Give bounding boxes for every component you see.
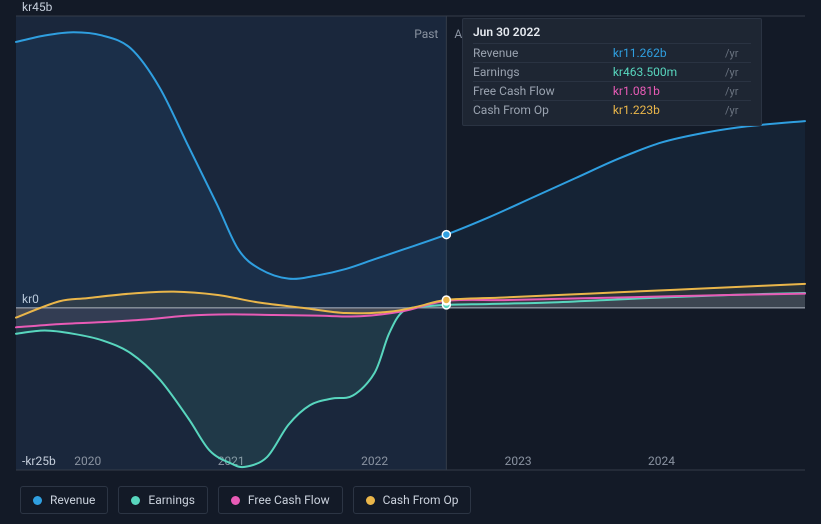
tooltip-row: Earningskr463.500m/yr (473, 63, 751, 82)
legend-dot-icon (33, 496, 42, 505)
past-label: Past (414, 27, 438, 41)
legend: Revenue Earnings Free Cash Flow Cash From O… (20, 486, 471, 514)
legend-dot-icon (131, 496, 140, 505)
tooltip-row-unit: /yr (721, 63, 751, 82)
legend-dot-icon (366, 496, 375, 505)
tooltip-row-value: kr1.081b (603, 82, 721, 101)
tooltip-row: Free Cash Flowkr1.081b/yr (473, 82, 751, 101)
tooltip-row-unit: /yr (721, 101, 751, 120)
cfo-marker (442, 296, 450, 304)
tooltip-row-label: Free Cash Flow (473, 82, 603, 101)
revenue-marker (442, 231, 450, 239)
tooltip-row-label: Earnings (473, 63, 603, 82)
tooltip-row-unit: /yr (721, 44, 751, 63)
legend-label: Cash From Op (383, 493, 459, 507)
tooltip-row-label: Revenue (473, 44, 603, 63)
legend-label: Earnings (148, 493, 195, 507)
hover-tooltip: Jun 30 2022 Revenuekr11.262b/yrEarningsk… (462, 18, 762, 126)
tooltip-row: Cash From Opkr1.223b/yr (473, 101, 751, 120)
x-axis-label: 2023 (505, 454, 532, 468)
x-axis-label: 2024 (648, 454, 675, 468)
legend-label: Free Cash Flow (248, 493, 330, 507)
legend-item-revenue[interactable]: Revenue (20, 486, 108, 514)
legend-label: Revenue (50, 493, 95, 507)
y-axis-label: kr45b (22, 0, 53, 14)
tooltip-row-value: kr11.262b (603, 44, 721, 63)
tooltip-table: Revenuekr11.262b/yrEarningskr463.500m/yr… (473, 43, 751, 119)
legend-dot-icon (231, 496, 240, 505)
tooltip-row-value: kr463.500m (603, 63, 721, 82)
tooltip-row-unit: /yr (721, 82, 751, 101)
x-axis-label: 2020 (74, 454, 101, 468)
tooltip-row-label: Cash From Op (473, 101, 603, 120)
legend-item-earnings[interactable]: Earnings (118, 486, 208, 514)
financial-chart: kr45bkr0-kr25b20202021202220232024PastAn… (0, 0, 821, 524)
legend-item-free-cash-flow[interactable]: Free Cash Flow (218, 486, 343, 514)
y-axis-label: -kr25b (22, 454, 56, 468)
tooltip-row-value: kr1.223b (603, 101, 721, 120)
tooltip-row: Revenuekr11.262b/yr (473, 44, 751, 63)
legend-item-cash-from-op[interactable]: Cash From Op (353, 486, 472, 514)
x-axis-label: 2022 (361, 454, 388, 468)
tooltip-date: Jun 30 2022 (473, 25, 751, 39)
